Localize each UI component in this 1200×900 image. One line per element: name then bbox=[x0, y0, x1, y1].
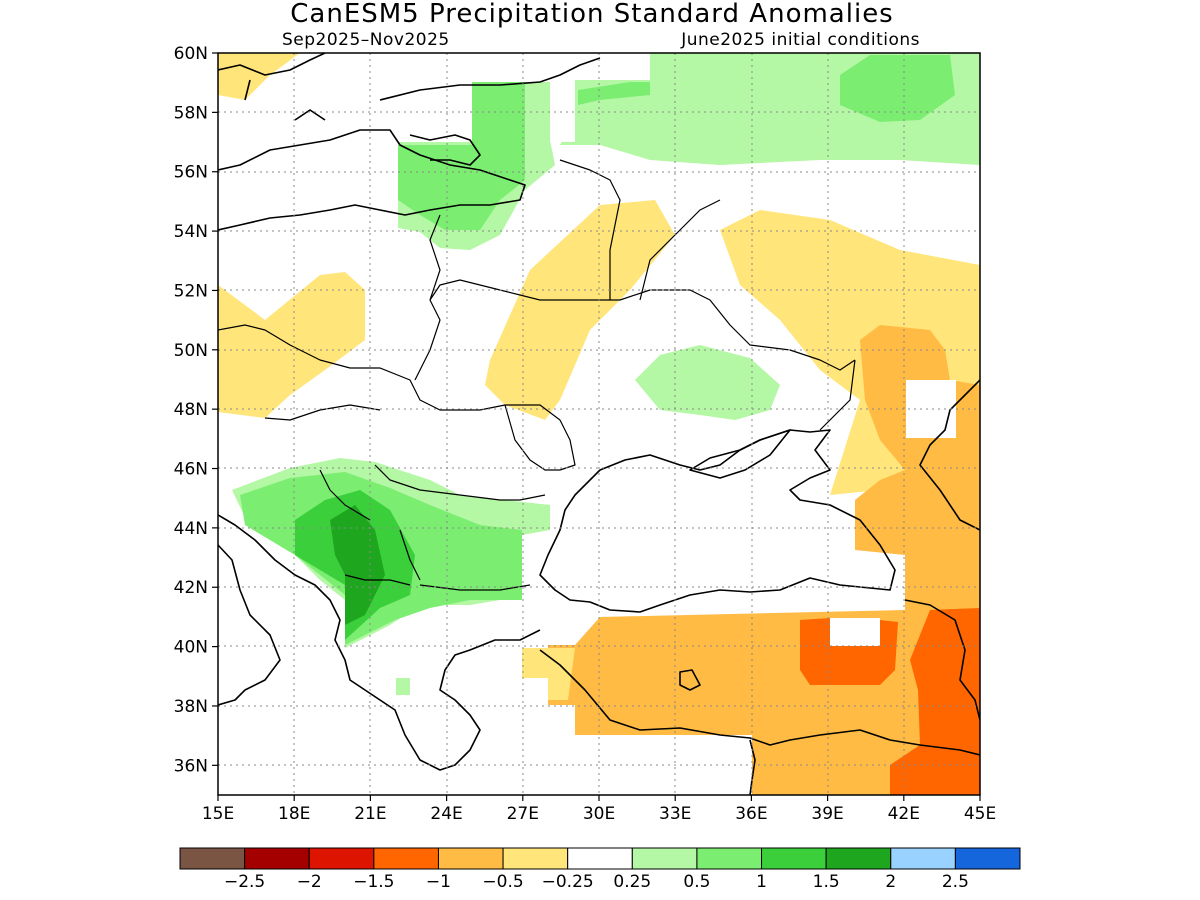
legend-swatch bbox=[308, 847, 375, 870]
lat-tick-label: 44N bbox=[174, 519, 208, 539]
legend-label: −2 bbox=[297, 872, 322, 892]
legend-swatch bbox=[244, 847, 310, 870]
legend-swatch bbox=[567, 847, 633, 870]
legend-swatch bbox=[179, 847, 246, 870]
country-borders bbox=[218, 159, 856, 591]
gulf-of-finland-coast bbox=[379, 57, 601, 101]
italy-coast bbox=[218, 544, 281, 706]
legend-swatch bbox=[954, 847, 1021, 870]
adriatic-coast bbox=[218, 514, 541, 771]
caspian-coast bbox=[919, 379, 980, 531]
anomaly-shade-neg025-east bbox=[720, 210, 980, 610]
anomaly-shade-pos15-balkans bbox=[330, 505, 385, 625]
azov-sea-coast bbox=[689, 429, 791, 479]
lat-tick-label: 60N bbox=[174, 44, 208, 64]
legend-swatch bbox=[502, 847, 569, 870]
anomaly-gap-baltic-coast bbox=[550, 80, 575, 142]
map-panel: 15E 18E 21E 24E 27E 30E 33E 36E 39E 42E 45E 60N 58N… bbox=[174, 44, 997, 824]
lon-tick-label: 42E bbox=[888, 804, 920, 824]
legend-swatch bbox=[761, 847, 827, 870]
lon-tick-label: 15E bbox=[202, 804, 234, 824]
legend-label: −0.25 bbox=[542, 872, 594, 892]
baltic-coast bbox=[218, 129, 526, 231]
lon-tick-label: 18E bbox=[278, 804, 310, 824]
legend-swatch bbox=[696, 847, 763, 870]
lat-tick-label: 42N bbox=[174, 578, 208, 598]
lon-tick-label: 24E bbox=[430, 804, 462, 824]
lat-tick-label: 36N bbox=[174, 756, 208, 776]
chart-title: CanESM5 Precipitation Standard Anomalies bbox=[290, 0, 893, 29]
turkey-east-border bbox=[904, 599, 980, 721]
lat-tick-label: 38N bbox=[174, 697, 208, 717]
turkey-south-coast bbox=[539, 649, 980, 756]
lon-tick-label: 36E bbox=[735, 804, 767, 824]
legend-swatch bbox=[373, 847, 439, 870]
legend-label: −1 bbox=[426, 872, 451, 892]
lat-tick-label: 48N bbox=[174, 400, 208, 420]
init-conditions-subtitle: June2025 initial conditions bbox=[680, 30, 920, 50]
lat-axis: 60N 58N 56N 54N 52N 50N 48N 46N 44N 42N 40N 38N 36N bbox=[174, 44, 218, 776]
legend-label: 0.25 bbox=[613, 872, 651, 892]
anomaly-shade-pos05-northeast bbox=[840, 55, 955, 122]
lat-tick-label: 54N bbox=[174, 222, 208, 242]
legend-label: 1 bbox=[756, 872, 767, 892]
map-gridlines bbox=[218, 53, 980, 795]
lat-tick-label: 58N bbox=[174, 103, 208, 123]
lat-tick-label: 46N bbox=[174, 460, 208, 480]
anomaly-shade-pos025-greece bbox=[396, 678, 410, 695]
lat-tick-label: 52N bbox=[174, 281, 208, 301]
legend-swatch bbox=[437, 847, 504, 870]
scandinavia-coast bbox=[218, 53, 326, 121]
color-legend: −2.5 −2 −1.5 −1 −0.5 −0.25 0.25 0.5 1 1.5 2 2.5 bbox=[179, 847, 1021, 892]
anomaly-shade-neg025-west bbox=[218, 272, 365, 418]
lat-tick-label: 50N bbox=[174, 341, 208, 361]
season-subtitle: Sep2025–Nov2025 bbox=[282, 30, 450, 50]
lon-axis: 15E 18E 21E 24E 27E 30E 33E 36E 39E 42E 45E bbox=[202, 795, 996, 824]
anomaly-gap-anatolia bbox=[830, 618, 880, 646]
anomaly-shade-pos025-ukraine bbox=[635, 345, 780, 420]
lon-tick-label: 21E bbox=[354, 804, 386, 824]
anomaly-shade-pos05-baltic bbox=[398, 82, 525, 230]
lon-tick-label: 30E bbox=[583, 804, 615, 824]
lon-tick-label: 33E bbox=[659, 804, 691, 824]
anomaly-shade-neg1-southeast bbox=[890, 608, 980, 795]
legend-label: 0.5 bbox=[683, 872, 710, 892]
anomaly-gap-caspian bbox=[906, 380, 956, 438]
lat-tick-label: 56N bbox=[174, 163, 208, 183]
lon-tick-label: 45E bbox=[964, 804, 996, 824]
legend-label: 2 bbox=[885, 872, 896, 892]
lon-tick-label: 39E bbox=[811, 804, 843, 824]
legend-label: 2.5 bbox=[942, 872, 969, 892]
legend-label: −0.5 bbox=[482, 872, 523, 892]
legend-label: 1.5 bbox=[813, 872, 840, 892]
anomaly-shade-neg1-east-turkey bbox=[800, 618, 898, 685]
anomaly-shade-neg025-central bbox=[485, 200, 675, 420]
legend-swatch bbox=[890, 847, 956, 870]
anomaly-shade-pos05-north bbox=[578, 82, 650, 105]
black-sea-coast bbox=[539, 429, 896, 613]
legend-swatch bbox=[825, 847, 892, 870]
lat-tick-label: 40N bbox=[174, 638, 208, 658]
cyprus-coast bbox=[679, 669, 701, 691]
legend-label: −1.5 bbox=[353, 872, 394, 892]
legend-label: −2.5 bbox=[224, 872, 265, 892]
anomaly-fields bbox=[218, 53, 980, 795]
gulf-of-riga-coast bbox=[409, 134, 481, 166]
anomaly-shade-neg025-aegean bbox=[522, 648, 575, 700]
legend-swatch bbox=[631, 847, 698, 870]
lon-tick-label: 27E bbox=[507, 804, 539, 824]
